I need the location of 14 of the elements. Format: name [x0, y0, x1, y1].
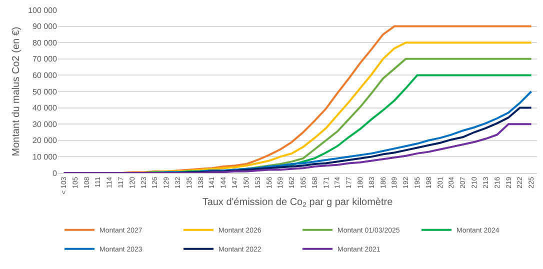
- line-series: [62, 123, 532, 173]
- y-tick-label: 100 000: [28, 6, 58, 15]
- y-tick-label: 0: [52, 168, 58, 178]
- y-tick-label: 80 000: [32, 38, 58, 48]
- y-axis-title: Montant du malus Co2 (en €): [11, 26, 22, 156]
- x-axis-title: Taux d'émission de Co$_{2}$ par g par kilomètre: [202, 197, 394, 210]
- y-tick-label: 90 000: [32, 22, 58, 32]
- y-tick-label: 10 000: [32, 152, 58, 162]
- y-tick-label: 40 000: [32, 104, 58, 113]
- y-tick-label: 70 000: [32, 54, 58, 64]
- y-tick-label: 60 000: [32, 71, 58, 80]
- y-tick-label: 50 000: [32, 87, 58, 96]
- y-tick-label: 20 000: [32, 136, 58, 146]
- y-tick-label: 30 000: [32, 120, 58, 129]
